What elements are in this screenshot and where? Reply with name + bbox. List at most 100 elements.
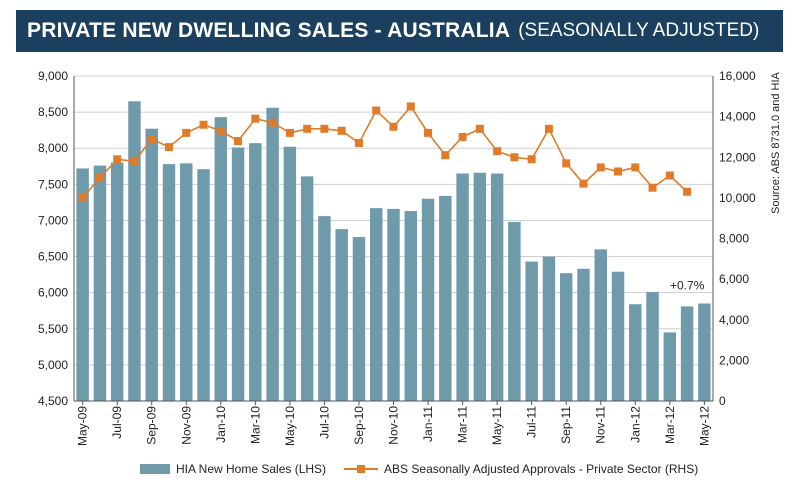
x-tick-label: May-11 xyxy=(490,406,504,445)
x-tick-label: Jul-10 xyxy=(317,406,331,439)
line-marker xyxy=(182,128,191,137)
bar-series xyxy=(76,101,711,402)
line-marker xyxy=(596,163,605,172)
bar xyxy=(370,208,383,401)
legend-line-label: ABS Seasonally Adjusted Approvals - Priv… xyxy=(384,462,699,476)
line-marker xyxy=(303,124,312,133)
annotation-label: +0.7% xyxy=(670,279,705,293)
chart-title: PRIVATE NEW DWELLING SALES - AUSTRALIA xyxy=(27,19,511,42)
line-marker xyxy=(216,126,225,135)
x-tick-label: Jan-11 xyxy=(421,406,435,442)
x-tick-label: Sep-09 xyxy=(145,406,159,445)
legend-bar-swatch xyxy=(140,464,170,474)
x-tick-label: Jul-09 xyxy=(110,406,124,439)
bar xyxy=(214,117,228,402)
x-tick-label: Jul-11 xyxy=(525,406,539,438)
line-marker xyxy=(199,120,208,129)
line-marker xyxy=(665,171,674,180)
line-marker xyxy=(562,159,571,168)
line-marker xyxy=(372,106,381,115)
line-marker xyxy=(527,155,536,164)
line-marker xyxy=(130,157,139,166)
x-tick-label: Jan-12 xyxy=(628,406,642,443)
bar xyxy=(473,172,487,401)
chart-legend: HIA New Home Sales (LHS) ABS Seasonally … xyxy=(140,461,716,477)
bar xyxy=(629,304,642,401)
bar xyxy=(387,208,400,401)
line-marker xyxy=(147,134,156,143)
x-tick-label: Mar-11 xyxy=(456,406,470,443)
line-marker xyxy=(234,137,243,145)
line-marker xyxy=(510,153,519,162)
bar xyxy=(646,291,659,401)
bar xyxy=(542,256,556,401)
y-left-tick-label: 8,500 xyxy=(38,105,68,119)
y-left-tick-label: 6,500 xyxy=(38,250,68,264)
y-left-tick-label: 7,000 xyxy=(38,213,68,227)
bar xyxy=(559,273,573,401)
line-marker xyxy=(424,128,433,137)
legend-item-line: ABS Seasonally Adjusted Approvals - Priv… xyxy=(344,462,698,476)
x-tick-label: Sep-10 xyxy=(352,406,366,445)
line-marker xyxy=(113,155,122,164)
y-right-tick-label: 2,000 xyxy=(719,353,749,367)
line-marker xyxy=(648,183,657,192)
bar xyxy=(249,143,262,401)
y-left-tick-label: 5,000 xyxy=(38,358,68,372)
y-right-tick-label: 6,000 xyxy=(719,272,749,286)
y-left-tick-label: 8,000 xyxy=(38,141,68,155)
bar xyxy=(197,169,210,401)
bar xyxy=(490,173,504,401)
x-tick-label: Jan-10 xyxy=(214,406,228,443)
bar xyxy=(525,261,538,401)
line-marker xyxy=(285,128,294,137)
line-marker xyxy=(354,139,363,148)
x-tick-label: May-10 xyxy=(283,406,297,446)
line-marker xyxy=(683,187,692,196)
bar xyxy=(698,303,711,401)
line-marker xyxy=(251,114,260,123)
bar xyxy=(93,165,107,401)
bar xyxy=(611,271,625,401)
line-marker xyxy=(78,193,87,202)
chart-title-bar: PRIVATE NEW DWELLING SALES - AUSTRALIA (… xyxy=(16,10,783,52)
bar xyxy=(162,164,176,401)
bar xyxy=(76,168,89,401)
y-left-tick-label: 5,500 xyxy=(38,322,68,336)
line-marker xyxy=(95,173,104,182)
bar xyxy=(145,128,158,401)
line-marker xyxy=(631,163,640,172)
y-right-tick-label: 16,000 xyxy=(719,69,756,83)
legend-line-swatch xyxy=(344,464,379,474)
line-marker xyxy=(579,179,588,188)
x-tick-label: Nov-10 xyxy=(387,406,401,445)
line-marker xyxy=(441,151,450,160)
bar xyxy=(577,268,590,401)
legend-item-bars: HIA New Home Sales (LHS) xyxy=(140,462,326,476)
line-marker xyxy=(458,132,467,141)
axes xyxy=(73,76,714,405)
line-marker xyxy=(337,126,346,135)
x-tick-label: May-09 xyxy=(76,406,90,446)
y-right-tick-label: 4,000 xyxy=(719,313,749,327)
bar xyxy=(439,195,452,401)
y-right-tick-label: 14,000 xyxy=(719,110,756,124)
line-marker xyxy=(406,102,415,111)
bar xyxy=(680,306,694,401)
x-tick-label: May-12 xyxy=(697,406,711,446)
x-tick-label: Sep-11 xyxy=(559,406,573,444)
bar xyxy=(110,162,124,401)
legend-bar-label: HIA New Home Sales (LHS) xyxy=(176,462,327,476)
source-note: Source: ABS 8731.0 and HIA xyxy=(770,71,782,214)
line-marker xyxy=(268,118,277,127)
bar xyxy=(231,147,245,401)
x-tick-label: Nov-09 xyxy=(179,406,193,445)
bar xyxy=(266,107,279,402)
bar xyxy=(594,249,607,401)
line-marker xyxy=(320,124,329,133)
line-marker xyxy=(493,147,502,156)
bar xyxy=(318,216,331,401)
line-marker xyxy=(164,143,173,152)
line-marker xyxy=(389,122,398,131)
